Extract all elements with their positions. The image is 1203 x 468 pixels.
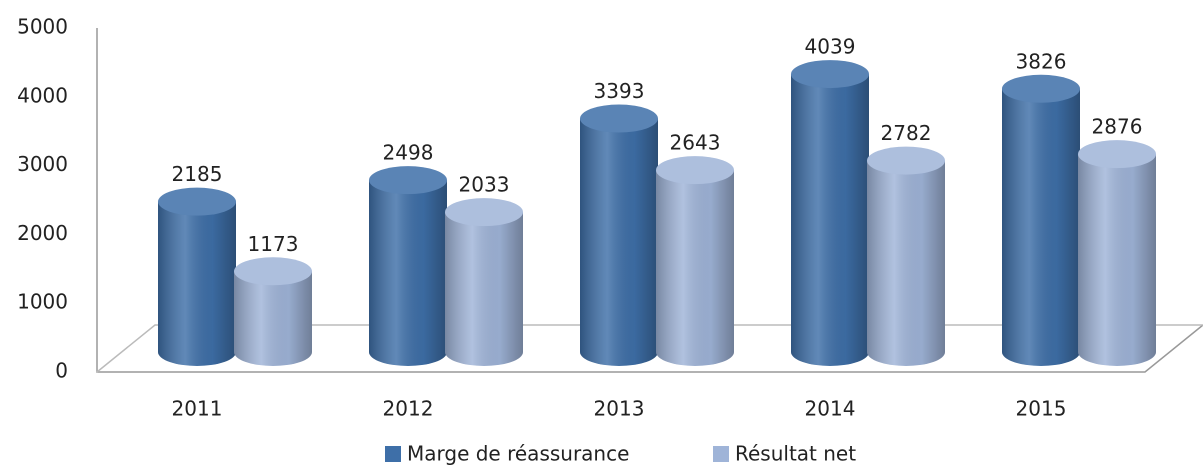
legend-label: Marge de réassurance — [407, 442, 629, 466]
cylinder-top-light — [580, 104, 658, 133]
bar-shade-bottom — [445, 352, 523, 366]
cylinder-top — [867, 146, 945, 175]
cylinder — [1078, 140, 1156, 366]
y-tick-label: 1000 — [17, 290, 68, 314]
cylinder — [445, 198, 523, 366]
y-tick-label: 4000 — [17, 83, 68, 107]
value-label: 2643 — [670, 131, 721, 155]
bar-shade — [656, 170, 734, 352]
value-label: 3393 — [594, 79, 645, 103]
bar-shade-bottom — [158, 352, 236, 366]
y-tick-label: 2000 — [17, 221, 68, 245]
legend-swatch — [385, 446, 401, 462]
bar-shade-bottom — [656, 352, 734, 366]
cylinder-top — [791, 60, 869, 89]
cylinder — [867, 146, 945, 366]
value-label: 1173 — [248, 232, 299, 256]
legend-label: Résultat net — [735, 442, 856, 466]
axis-frame — [96, 28, 1203, 373]
cylinder-top — [369, 166, 447, 195]
value-label: 4039 — [805, 35, 856, 59]
cylinder — [158, 187, 236, 366]
value-label: 2033 — [459, 173, 510, 197]
bar-shade — [791, 74, 869, 353]
cylinder-top-light — [867, 146, 945, 175]
cylinder — [656, 156, 734, 366]
y-tick-label: 3000 — [17, 152, 68, 176]
bar-shade — [158, 201, 236, 352]
cylinder-top-light — [158, 187, 236, 216]
bar-shade — [445, 212, 523, 352]
cylinder-top-light — [369, 166, 447, 195]
value-label: 2185 — [172, 162, 223, 186]
bar-shade-bottom — [791, 352, 869, 366]
bar-shade-bottom — [867, 352, 945, 366]
x-tick-label: 2015 — [1016, 397, 1067, 421]
cylinder-top — [580, 104, 658, 133]
cylinder-top — [1078, 140, 1156, 169]
cylinder-top — [445, 198, 523, 227]
y-tick-label: 0 — [55, 359, 68, 383]
value-label: 2876 — [1092, 115, 1143, 139]
value-label: 2782 — [881, 121, 932, 145]
x-tick-label: 2014 — [805, 397, 856, 421]
bar-shade-bottom — [580, 352, 658, 366]
y-tick-label: 5000 — [17, 15, 68, 39]
legend-swatch — [713, 446, 729, 462]
x-tick-label: 2012 — [383, 397, 434, 421]
bar-shade — [580, 118, 658, 352]
cylinder-top — [234, 257, 312, 286]
cylinder-top-light — [791, 60, 869, 89]
bar-shade — [1002, 88, 1080, 352]
bar-shade — [867, 160, 945, 352]
bar-shade-bottom — [234, 352, 312, 366]
cylinder — [369, 166, 447, 366]
cylinder — [234, 257, 312, 366]
x-tick-label: 2011 — [172, 397, 223, 421]
cylinder — [1002, 74, 1080, 366]
cylinder-top-light — [234, 257, 312, 286]
x-tick-label: 2013 — [594, 397, 645, 421]
bar-shade — [369, 180, 447, 352]
cylinder — [580, 104, 658, 366]
cylinder-top-light — [445, 198, 523, 227]
cylinder-top — [656, 156, 734, 185]
cylinder — [791, 60, 869, 366]
bar-shade-bottom — [369, 352, 447, 366]
value-label: 2498 — [383, 141, 434, 165]
bar-shade-bottom — [1002, 352, 1080, 366]
cylinder-top-light — [1078, 140, 1156, 169]
cylinder-top-light — [656, 156, 734, 185]
cylinder-top-light — [1002, 74, 1080, 103]
bar-shade — [1078, 154, 1156, 352]
cylinder-top — [1002, 74, 1080, 103]
cylinder-top — [158, 187, 236, 216]
value-label: 3826 — [1016, 49, 1067, 73]
bar-shade-bottom — [1078, 352, 1156, 366]
